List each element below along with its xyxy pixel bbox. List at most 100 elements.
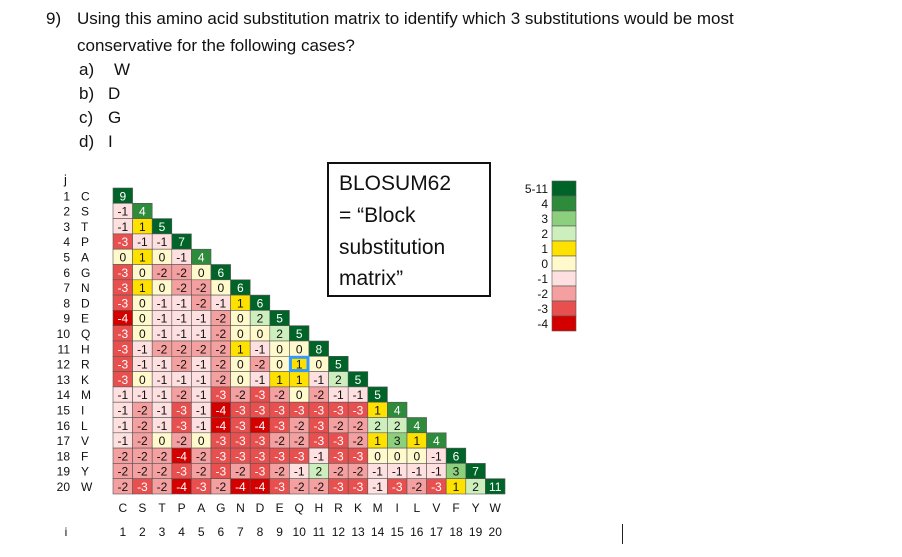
matrix-value: -2: [176, 342, 187, 356]
matrix-value: -3: [294, 449, 305, 463]
col-amino-acid: R: [334, 501, 343, 515]
matrix-value: -3: [333, 449, 344, 463]
matrix-value: -3: [274, 449, 285, 463]
row-amino-acid: R: [81, 358, 90, 372]
row-amino-acid: V: [81, 434, 89, 448]
matrix-value: 0: [217, 281, 224, 295]
row-index: 2: [63, 205, 70, 219]
legend-swatch: [551, 315, 577, 332]
highlight-cell: [288, 355, 310, 373]
matrix-value: 0: [139, 296, 146, 310]
matrix-value: 6: [257, 296, 264, 310]
matrix-value: -2: [215, 312, 226, 326]
matrix-value: -2: [255, 358, 266, 372]
matrix-value: -2: [176, 281, 187, 295]
matrix-value: 0: [237, 358, 244, 372]
question-line-1: Using this amino acid substitution matri…: [77, 9, 734, 28]
col-amino-acid: P: [178, 501, 186, 515]
matrix-value: 0: [198, 434, 205, 448]
row-index: 11: [58, 342, 71, 356]
row-index: 20: [57, 480, 71, 494]
matrix-value: 7: [472, 465, 479, 479]
legend-value: 4: [541, 197, 548, 211]
matrix-value: -3: [313, 404, 324, 418]
col-index: 13: [351, 525, 365, 539]
matrix-value: -3: [353, 480, 364, 494]
col-axis-label: i: [65, 525, 68, 539]
box-title: BLOSUM62: [339, 172, 452, 195]
col-amino-acid: Q: [295, 501, 304, 515]
matrix-value: -2: [137, 434, 148, 448]
matrix-value: -3: [176, 465, 187, 479]
col-amino-acid: K: [354, 501, 362, 515]
matrix-value: 5: [355, 373, 362, 387]
matrix-value: -2: [353, 465, 364, 479]
col-amino-acid: E: [276, 501, 284, 515]
matrix-value: 0: [394, 449, 401, 463]
text-cursor: [622, 524, 623, 544]
matrix-value: -2: [274, 434, 285, 448]
matrix-value: -1: [157, 388, 168, 402]
matrix-value: 0: [237, 373, 244, 387]
matrix-value: -2: [294, 419, 305, 433]
row-axis-label: j: [63, 172, 67, 187]
matrix-value: -1: [137, 358, 148, 372]
matrix-value: -2: [294, 434, 305, 448]
matrix-value: -3: [353, 449, 364, 463]
row-index: 6: [63, 266, 70, 280]
matrix-value: 6: [453, 449, 460, 463]
matrix-value: -3: [176, 419, 187, 433]
legend-value: 0: [541, 257, 548, 271]
matrix-value: -2: [176, 358, 187, 372]
matrix-value: 0: [159, 251, 166, 265]
legend-swatch: [551, 255, 577, 272]
matrix-value: -2: [333, 465, 344, 479]
matrix-value: -2: [215, 480, 226, 494]
matrix-value: -3: [215, 388, 226, 402]
row-amino-acid: M: [81, 388, 91, 402]
matrix-value: 0: [139, 373, 146, 387]
col-amino-acid: H: [314, 501, 323, 515]
legend-swatch: [551, 225, 577, 242]
matrix-value: -3: [274, 480, 285, 494]
matrix-value: -2: [215, 327, 226, 341]
row-amino-acid: W: [81, 480, 93, 494]
matrix-value: -3: [274, 404, 285, 418]
row-index: 3: [63, 220, 70, 234]
matrix-value: -4: [235, 480, 246, 494]
col-amino-acid: D: [256, 501, 265, 515]
legend-value: -2: [537, 287, 548, 301]
legend-value: 1: [541, 242, 548, 256]
col-index: 3: [159, 525, 166, 539]
legend-swatch: [551, 210, 577, 227]
matrix-value: 8: [315, 342, 322, 356]
matrix-value: -1: [117, 419, 128, 433]
matrix-value: -2: [274, 465, 285, 479]
row-amino-acid: T: [81, 220, 89, 234]
matrix-value: 1: [296, 358, 303, 372]
matrix-value: -1: [196, 358, 207, 372]
matrix-value: -2: [196, 296, 207, 310]
matrix-value: -2: [117, 449, 128, 463]
option-d-label: d): [79, 132, 95, 151]
box-line-2: = “Block: [339, 204, 416, 227]
row-amino-acid: H: [81, 342, 90, 356]
matrix-value: -3: [235, 419, 246, 433]
matrix-value: -4: [176, 480, 187, 494]
matrix-value: -1: [313, 449, 324, 463]
matrix-value: 0: [257, 327, 264, 341]
col-amino-acid: L: [413, 501, 420, 515]
matrix-value: -3: [117, 358, 128, 372]
option-b-label: b): [79, 84, 95, 103]
matrix-value: 11: [489, 480, 502, 494]
matrix-value: -3: [235, 404, 246, 418]
row-index: 10: [57, 327, 71, 341]
matrix-value: -1: [255, 342, 266, 356]
matrix-value: -2: [176, 388, 187, 402]
matrix-value: -3: [431, 480, 442, 494]
matrix-value: 0: [198, 266, 205, 280]
blosum62-info-box: BLOSUM62 = “Block substitution matrix”: [327, 162, 491, 297]
matrix-value: -3: [255, 404, 266, 418]
option-b-value: D: [108, 84, 121, 103]
row-index: 13: [57, 373, 71, 387]
